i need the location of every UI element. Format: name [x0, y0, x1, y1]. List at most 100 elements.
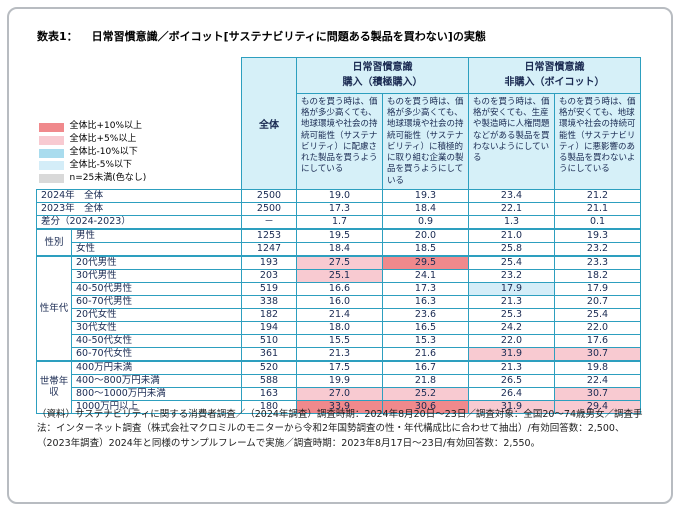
table-row: 400～800万円未満 588 19.9 21.8 26.5 22.4 — [37, 373, 641, 388]
legend-item: 全体比-10%以下 — [38, 147, 199, 158]
row-label: 40-50代女性 — [71, 333, 242, 348]
cell-value: 21.0 — [468, 227, 555, 243]
row-label: 800～1000万円未満 — [71, 386, 242, 401]
cell-value: 27.0 — [296, 386, 383, 401]
table-row: 60-70代女性 361 21.3 21.6 31.9 30.7 — [37, 346, 641, 362]
legend-label: 全体比+5%以上 — [69, 134, 137, 145]
cell-value: 22.1 — [468, 201, 555, 216]
cell-value: 17.9 — [554, 281, 641, 296]
row-label: 1000万円以上 — [71, 399, 242, 414]
cell-value: 23.3 — [554, 254, 641, 270]
table-row: 1000万円以上 180 33.9 30.6 31.9 29.4 — [37, 399, 641, 414]
cell-sample-size: 163 — [241, 386, 297, 401]
legend-swatch-icon — [38, 161, 64, 171]
cell-value: 17.5 — [296, 359, 383, 375]
table-row: 40-50代女性 510 15.5 15.3 22.0 17.6 — [37, 333, 641, 348]
cell-value: 15.5 — [296, 333, 383, 348]
cell-sample-size: 519 — [241, 281, 297, 296]
cell-sample-size: 2500 — [241, 188, 297, 203]
cell-value: 25.3 — [468, 307, 555, 322]
row-group-label: 性別 — [36, 227, 72, 257]
cell-sample-size: 194 — [241, 320, 297, 335]
cell-sample-size: 180 — [241, 399, 297, 414]
cell-value: 0.9 — [382, 214, 469, 230]
legend-swatch-icon — [38, 135, 64, 145]
cell-sample-size: 338 — [241, 294, 297, 309]
cell-sample-size: 588 — [241, 373, 297, 388]
col-desc-4: ものを買う時は、価格が安くても、地球環境や社会の持続可能性（サステナビリティ）に… — [554, 93, 641, 190]
cell-value: 17.3 — [296, 201, 383, 216]
row-label: 30代女性 — [71, 320, 242, 335]
cell-value: 16.3 — [382, 294, 469, 309]
cell-value: 16.6 — [296, 281, 383, 296]
table-row: 40-50代男性 519 16.6 17.3 17.9 17.9 — [37, 281, 641, 296]
cell-value: 15.3 — [382, 333, 469, 348]
cell-value: 16.7 — [382, 359, 469, 375]
cell-value: 16.0 — [296, 294, 383, 309]
table-row: 2024年 全体 2500 19.0 19.3 23.4 21.2 — [36, 188, 641, 203]
col-desc-1: ものを買う時は、価格が多少高くても、地球環境や社会の持続可能性（サステナビリティ… — [296, 93, 383, 190]
row-label: 60-70代男性 — [71, 294, 242, 309]
cell-value: 21.6 — [382, 346, 469, 362]
legend-label: n=25未満(色なし) — [69, 172, 147, 183]
legend-label: 全体比+10%以上 — [69, 121, 143, 132]
cell-value: 21.1 — [554, 201, 641, 216]
col-desc-2: ものを買う時は、価格が多少高くても、地球環境や社会の持続可能性（サステナビリティ… — [382, 93, 469, 190]
cell-value: 18.4 — [382, 201, 469, 216]
cell-value: 21.3 — [468, 294, 555, 309]
legend-item: 全体比+10%以上 — [38, 121, 199, 132]
cell-sample-size: 182 — [241, 307, 297, 322]
cell-value: 23.6 — [382, 307, 469, 322]
row-label: 20代女性 — [71, 307, 242, 322]
table-row: 2023年 全体 2500 17.3 18.4 22.1 21.1 — [36, 201, 641, 216]
row-label: 40-50代男性 — [71, 281, 242, 296]
header-row-groups: 全体比+10%以上 全体比+5%以上 全体比-10%以下 全体比-5%以下 n=25未満… — [36, 57, 641, 190]
row-label: 女性 — [71, 241, 242, 257]
row-label: 差分（2024-2023） — [36, 214, 242, 230]
cell-value: 17.9 — [468, 281, 555, 296]
legend-item: 全体比+5%以上 — [38, 134, 199, 145]
table-number: 数表1： — [37, 30, 78, 43]
cell-value: 19.8 — [554, 359, 641, 375]
cell-value: 30.6 — [382, 399, 469, 414]
table-row: 女性 1247 18.4 18.5 25.8 23.2 — [37, 241, 641, 257]
cell-value: 25.4 — [554, 307, 641, 322]
legend-label: 全体比-5%以下 — [69, 159, 133, 170]
cell-value: 33.9 — [296, 399, 383, 414]
cell-value: 20.0 — [382, 227, 469, 243]
col-group-boycott: 日常習慣意識 非購入（ボイコット） — [468, 57, 641, 94]
legend-item: 全体比-5%以下 — [38, 159, 199, 171]
cell-value: 18.5 — [382, 241, 469, 257]
cell-value: 22.4 — [554, 373, 641, 388]
table-row: 20代女性 182 21.4 23.6 25.3 25.4 — [37, 307, 641, 322]
cell-value: 19.0 — [296, 188, 383, 203]
cell-value: 21.8 — [382, 373, 469, 388]
row-group-label: 世帯年収 — [36, 359, 72, 414]
cell-value: 25.2 — [382, 386, 469, 401]
cell-value: 25.1 — [296, 268, 383, 283]
cell-value: 27.5 — [296, 254, 383, 270]
col-group-purchase: 日常習慣意識 購入（積極購入） — [296, 57, 469, 94]
legend-swatch-icon — [38, 148, 64, 158]
header-row-descriptions: ものを買う時は、価格が多少高くても、地球環境や社会の持続可能性（サステナビリティ… — [37, 93, 641, 190]
data-table: 全体比+10%以上 全体比+5%以上 全体比-10%以下 全体比-5%以下 n=25未満… — [36, 57, 641, 414]
cell-value: 24.2 — [468, 320, 555, 335]
table-row: 性年代 20代男性 193 27.5 29.5 25.4 23.3 — [36, 254, 641, 362]
row-label: 2024年 全体 — [36, 188, 242, 203]
cell-value: 19.9 — [296, 373, 383, 388]
legend-label: 全体比-10%以下 — [69, 147, 138, 158]
row-label: 400～800万円未満 — [71, 373, 242, 388]
cell-value: 18.2 — [554, 268, 641, 283]
cell-value: 22.0 — [554, 320, 641, 335]
cell-value: 21.3 — [468, 359, 555, 375]
header-blank-cell: 全体比+10%以上 全体比+5%以上 全体比-10%以下 全体比-5%以下 n=25未満… — [36, 57, 242, 190]
col-desc-3: ものを買う時は、価格が安くても、生産や製造時に人権問題などがある製品を買わないよ… — [468, 93, 555, 190]
table-body: 2024年 全体 2500 19.0 19.3 23.4 21.2 2023年 全体 2500… — [36, 188, 641, 414]
cell-value: 18.4 — [296, 241, 383, 257]
table-wrap: 全体比+10%以上 全体比+5%以上 全体比-10%以下 全体比-5%以下 n=25未満… — [36, 57, 641, 414]
cell-sample-size: 1247 — [241, 241, 297, 257]
cell-sample-size: － — [241, 214, 297, 230]
cell-value: 31.9 — [468, 346, 555, 362]
cell-sample-size: 1253 — [241, 227, 297, 243]
